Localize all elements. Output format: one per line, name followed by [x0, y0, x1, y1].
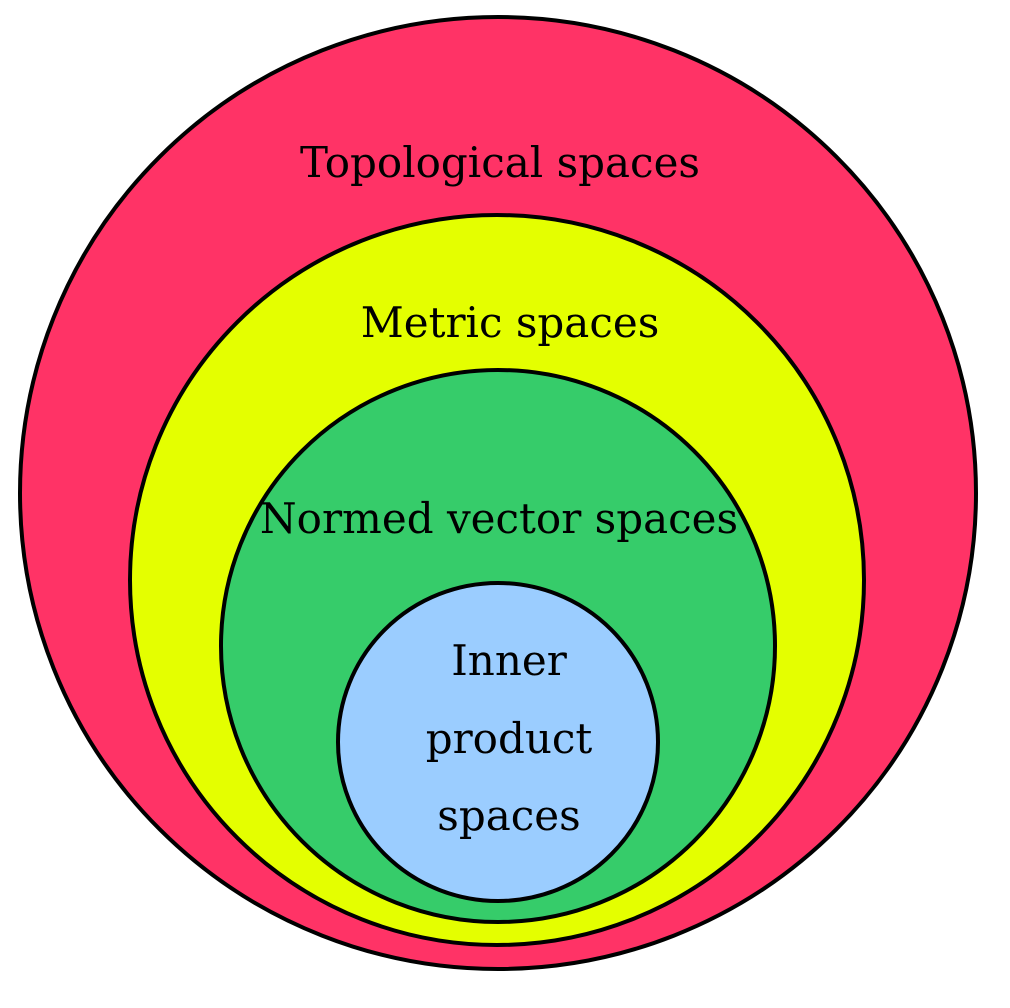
topological-spaces-label: Topological spaces: [300, 138, 700, 187]
inner-product-spaces-label-line-2: product: [426, 714, 593, 763]
inner-product-spaces-circle: [336, 581, 660, 903]
inner-product-spaces-label-line-3: spaces: [437, 791, 580, 840]
normed-vector-spaces-label: Normed vector spaces: [260, 494, 738, 543]
metric-spaces-label: Metric spaces: [361, 298, 660, 347]
inner-product-spaces-label-line-1: Inner: [451, 636, 568, 685]
